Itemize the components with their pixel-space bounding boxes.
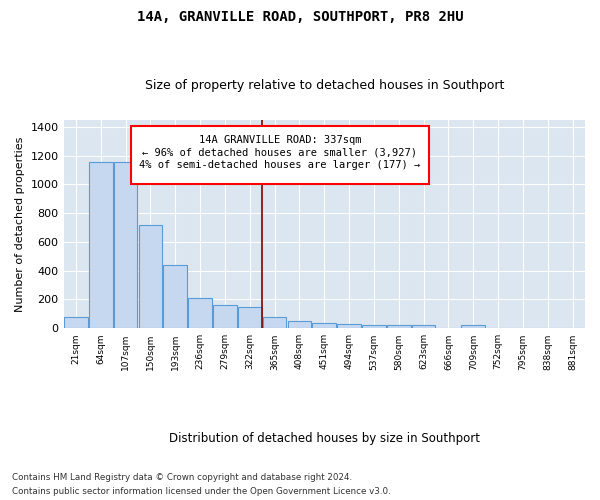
Bar [139,224,162,328]
Text: 14A, GRANVILLE ROAD, SOUTHPORT, PR8 2HU: 14A, GRANVILLE ROAD, SOUTHPORT, PR8 2HU [137,10,463,24]
Bar [337,324,361,328]
Bar [412,326,436,328]
FancyBboxPatch shape [131,126,428,184]
Text: 4% of semi-detached houses are larger (177) →: 4% of semi-detached houses are larger (1… [139,160,421,170]
Bar [238,306,262,328]
Bar [89,162,113,328]
Title: Size of property relative to detached houses in Southport: Size of property relative to detached ho… [145,79,504,92]
Bar [64,316,88,328]
Text: ← 96% of detached houses are smaller (3,927): ← 96% of detached houses are smaller (3,… [142,148,418,158]
Bar [287,321,311,328]
Bar [362,324,386,328]
Bar [188,298,212,328]
Bar [461,326,485,328]
Bar [163,265,187,328]
Y-axis label: Number of detached properties: Number of detached properties [15,136,25,312]
Bar [313,323,336,328]
Bar [114,162,137,328]
Text: Contains HM Land Registry data © Crown copyright and database right 2024.: Contains HM Land Registry data © Crown c… [12,472,352,482]
Text: Contains public sector information licensed under the Open Government Licence v3: Contains public sector information licen… [12,488,391,496]
X-axis label: Distribution of detached houses by size in Southport: Distribution of detached houses by size … [169,432,480,445]
Bar [387,326,410,328]
Bar [213,304,237,328]
Bar [263,316,286,328]
Text: 14A GRANVILLE ROAD: 337sqm: 14A GRANVILLE ROAD: 337sqm [199,136,361,145]
